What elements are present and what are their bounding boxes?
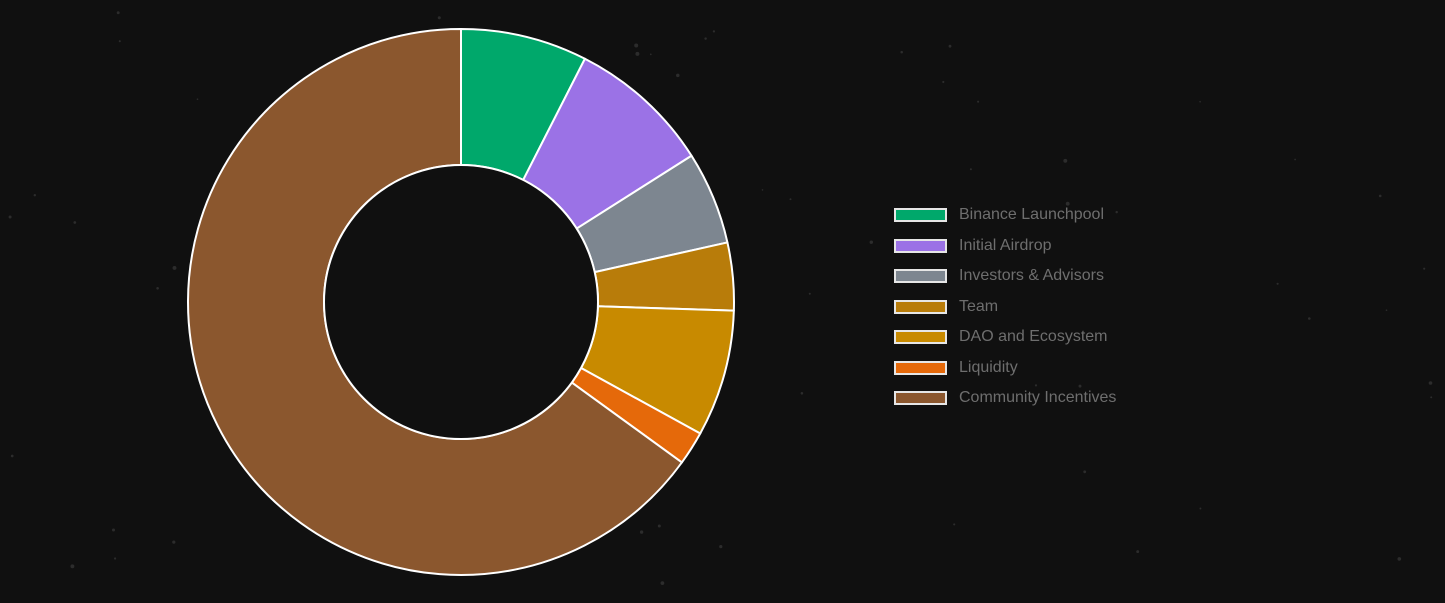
star-dot — [1423, 267, 1426, 270]
star-dot — [639, 530, 644, 534]
star-dot — [977, 100, 980, 103]
legend-item-community-incentives[interactable]: Community Incentives — [894, 383, 1116, 414]
star-dot — [704, 37, 707, 40]
legend-label: Binance Launchpool — [959, 206, 1105, 224]
star-dot — [635, 51, 640, 56]
legend-item-team[interactable]: Team — [894, 292, 1116, 323]
star-dot — [1397, 557, 1402, 561]
star-dot — [1199, 100, 1201, 103]
star-dot — [948, 44, 952, 48]
star-dot — [808, 292, 811, 295]
star-dot — [10, 454, 14, 458]
star-dot — [869, 240, 874, 244]
star-dot — [70, 564, 75, 569]
legend-label: Community Incentives — [959, 389, 1117, 407]
star-dot — [1428, 381, 1433, 385]
star-dot — [111, 528, 116, 532]
star-dot — [634, 43, 639, 48]
star-dot — [649, 53, 652, 56]
star-dot — [116, 11, 120, 15]
star-dot — [1307, 317, 1311, 320]
star-dot — [1136, 550, 1140, 554]
star-dot — [196, 98, 199, 100]
star-dot — [1078, 384, 1082, 388]
star-dot — [172, 540, 176, 544]
legend-item-dao-and-ecosystem[interactable]: DAO and Ecosystem — [894, 322, 1116, 353]
donut-hole — [323, 164, 599, 440]
legend-swatch — [894, 299, 947, 314]
star-dot — [969, 168, 972, 171]
legend-label: Liquidity — [959, 358, 1018, 376]
star-dot — [33, 193, 37, 197]
star-dot — [761, 189, 764, 191]
star-dot — [437, 16, 441, 20]
star-dot — [719, 544, 723, 549]
star-dot — [172, 265, 177, 270]
star-dot — [1199, 507, 1202, 510]
star-dot — [1083, 470, 1087, 474]
legend-swatch — [894, 391, 947, 406]
star-dot — [660, 581, 665, 585]
star-dot — [114, 557, 117, 560]
star-dot — [676, 73, 680, 78]
legend-label: Initial Airdrop — [959, 236, 1052, 254]
star-dot — [900, 50, 903, 54]
star-dot — [942, 80, 945, 84]
star-dot — [1378, 194, 1382, 198]
star-dot — [1430, 396, 1433, 399]
legend-item-initial-airdrop[interactable]: Initial Airdrop — [894, 231, 1116, 262]
legend-label: DAO and Ecosystem — [959, 328, 1108, 346]
star-dot — [953, 523, 956, 526]
star-dot — [712, 30, 716, 33]
star-dot — [1115, 210, 1118, 214]
legend-item-binance-launchpool[interactable]: Binance Launchpool — [894, 200, 1116, 231]
chart-legend: Binance Launchpool Initial Airdrop Investo… — [894, 200, 1116, 414]
legend-item-liquidity[interactable]: Liquidity — [894, 353, 1116, 384]
star-dot — [1294, 158, 1296, 161]
legend-swatch — [894, 269, 947, 284]
star-dot — [1276, 282, 1279, 285]
legend-label: Investors & Advisors — [959, 267, 1104, 285]
star-dot — [1385, 309, 1388, 312]
star-dot — [657, 524, 661, 528]
star-dot — [156, 287, 159, 290]
legend-swatch — [894, 330, 947, 345]
star-dot — [118, 40, 121, 43]
legend-swatch — [894, 238, 947, 253]
star-dot — [1034, 384, 1038, 387]
star-dot — [789, 198, 792, 201]
star-dot — [73, 221, 77, 224]
star-dot — [1063, 158, 1068, 163]
star-dot — [1065, 201, 1070, 206]
legend-swatch — [894, 208, 947, 223]
legend-label: Team — [959, 297, 999, 315]
star-dot — [800, 392, 804, 395]
star-dot — [8, 215, 12, 219]
legend-swatch — [894, 360, 947, 375]
legend-item-investors-advisors[interactable]: Investors & Advisors — [894, 261, 1116, 292]
